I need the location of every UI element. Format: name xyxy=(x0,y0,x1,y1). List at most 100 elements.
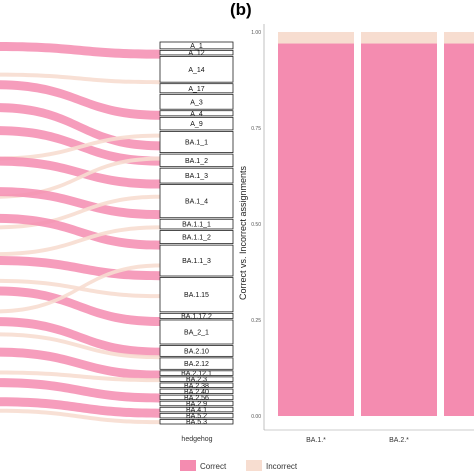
alluvial-flow-incorrect xyxy=(0,408,160,425)
alluvial-node-label: BA.2.9 xyxy=(186,401,207,408)
panel-b-tag: (b) xyxy=(230,0,252,19)
alluvial-flow-correct xyxy=(0,42,160,59)
bar-incorrect xyxy=(444,32,474,44)
legend-swatch-correct xyxy=(180,460,196,471)
alluvial-node xyxy=(159,319,234,345)
alluvial-node xyxy=(159,110,234,117)
alluvial-node-label: BA.2.40 xyxy=(184,389,209,396)
alluvial-flow-correct xyxy=(0,397,160,418)
alluvial-node-label: BA.1.1_1 xyxy=(182,222,211,229)
alluvial-axis-label: hedgehog xyxy=(181,436,212,443)
alluvial-node-label: BA.2.12 xyxy=(184,361,209,368)
alluvial-node xyxy=(159,167,234,184)
alluvial-node-label: BA.5.2 xyxy=(186,413,207,420)
bar-incorrect xyxy=(361,32,437,44)
alluvial-flow-incorrect xyxy=(0,370,160,383)
alluvial-flow-incorrect xyxy=(0,194,160,230)
alluvial-node xyxy=(159,244,234,277)
alluvial-flow-incorrect xyxy=(0,332,160,360)
alluvial-node-label: A_17 xyxy=(188,86,204,93)
alluvial-node xyxy=(159,394,234,401)
alluvial-flow-correct xyxy=(0,286,160,327)
alluvial-flow-correct xyxy=(0,317,160,357)
alluvial-flow-correct xyxy=(0,156,160,189)
alluvial-node-label: BA.2.56 xyxy=(184,395,209,402)
y-axis-ticks: 0.00 0.25 0.50 0.75 1.00 xyxy=(251,30,261,420)
alluvial-node xyxy=(159,277,234,313)
alluvial-node xyxy=(159,370,234,376)
alluvial-node xyxy=(159,218,234,230)
alluvial-node-label: BA.5.3 xyxy=(186,419,207,426)
alluvial-node-label: BA_2_1 xyxy=(184,329,209,336)
bar-correct xyxy=(278,43,354,417)
alluvial-flow-incorrect xyxy=(0,225,160,256)
alluvial-node xyxy=(159,388,234,395)
alluvial-node xyxy=(159,357,234,370)
alluvial-node-label: A_4 xyxy=(190,111,203,118)
alluvial-node-label: A_12 xyxy=(188,50,204,57)
legend-label-correct: Correct xyxy=(200,462,227,471)
alluvial-flow-correct xyxy=(0,347,160,380)
alluvial-node-label: BA.1.1_3 xyxy=(182,258,211,265)
alluvial-node-label: A_1 xyxy=(190,43,203,50)
alluvial-node-label: BA.1_3 xyxy=(185,173,208,180)
y-tick-label: 0.50 xyxy=(251,222,261,228)
alluvial-node-label: BA.2.3 xyxy=(186,377,207,384)
alluvial-node xyxy=(159,131,234,154)
alluvial-node xyxy=(159,41,234,50)
alluvial-flow-correct xyxy=(0,80,160,120)
legend-label-incorrect: Incorrect xyxy=(266,462,298,471)
alluvial-node xyxy=(159,56,234,83)
alluvial-node-label: BA.1_2 xyxy=(185,158,208,165)
alluvial-node-label: A_9 xyxy=(190,121,203,128)
alluvial-node-label: BA.2.12.1 xyxy=(181,371,212,378)
y-tick-label: 1.00 xyxy=(251,30,261,36)
y-tick-label: 0.00 xyxy=(251,414,261,420)
legend: Correct Incorrect xyxy=(180,460,298,471)
alluvial-node xyxy=(159,116,234,131)
alluvial-node-label: A_14 xyxy=(188,67,204,74)
alluvial-flow-incorrect xyxy=(0,156,160,199)
bar-incorrect xyxy=(278,32,354,44)
alluvial-flow-correct xyxy=(0,214,160,250)
alluvial-node-label: BA.4.1 xyxy=(186,407,207,414)
alluvial-flow-incorrect xyxy=(0,72,160,85)
alluvial-node xyxy=(159,230,234,245)
alluvial-node xyxy=(159,83,234,94)
alluvial-flow-correct xyxy=(0,187,160,220)
alluvial-node-label: A_3 xyxy=(190,99,203,106)
alluvial-node xyxy=(159,312,234,319)
alluvial-node xyxy=(159,382,234,388)
y-tick-label: 0.25 xyxy=(251,318,261,324)
alluvial-flow-correct xyxy=(0,378,160,403)
alluvial-node xyxy=(159,400,234,407)
alluvial-node-label: BA.1_1 xyxy=(185,140,208,147)
alluvial-flow-correct xyxy=(0,255,160,281)
alluvial-node-label: BA.1.15 xyxy=(184,292,209,299)
alluvial-flow-incorrect xyxy=(0,263,160,314)
alluvial-node-label: BA.1.1_2 xyxy=(182,235,211,242)
y-tick-label: 0.75 xyxy=(251,126,261,132)
legend-swatch-incorrect xyxy=(246,460,262,471)
alluvial-node xyxy=(159,345,234,357)
panel-b-frame xyxy=(263,24,474,431)
alluvial-node xyxy=(159,153,234,168)
x-axis-ticks: BA.1.* BA.2.* xyxy=(306,437,409,444)
x-tick-label: BA.1.* xyxy=(306,437,326,444)
x-tick-label: BA.2.* xyxy=(389,437,409,444)
y-axis-title: Correct vs. Incorrect assignments xyxy=(238,165,248,300)
alluvial-flow-incorrect xyxy=(0,133,160,161)
alluvial-node-label: BA.2.10 xyxy=(184,348,209,355)
bar-correct xyxy=(444,43,474,417)
alluvial-flows xyxy=(0,42,160,425)
alluvial-nodes: A_1A_12 A_14 A_17 A_3 A_4 A_9 BA.1_1 BA.1_2 BA.1… xyxy=(159,41,234,426)
alluvial-node-label: BA.1.17.2 xyxy=(181,313,212,320)
alluvial-node xyxy=(159,419,234,425)
alluvial-node-label: BA.1_4 xyxy=(185,199,208,206)
alluvial-node xyxy=(159,412,234,419)
alluvial-node xyxy=(159,184,234,219)
alluvial-node xyxy=(159,49,234,56)
alluvial-node xyxy=(159,376,234,382)
bar-correct xyxy=(361,43,437,417)
